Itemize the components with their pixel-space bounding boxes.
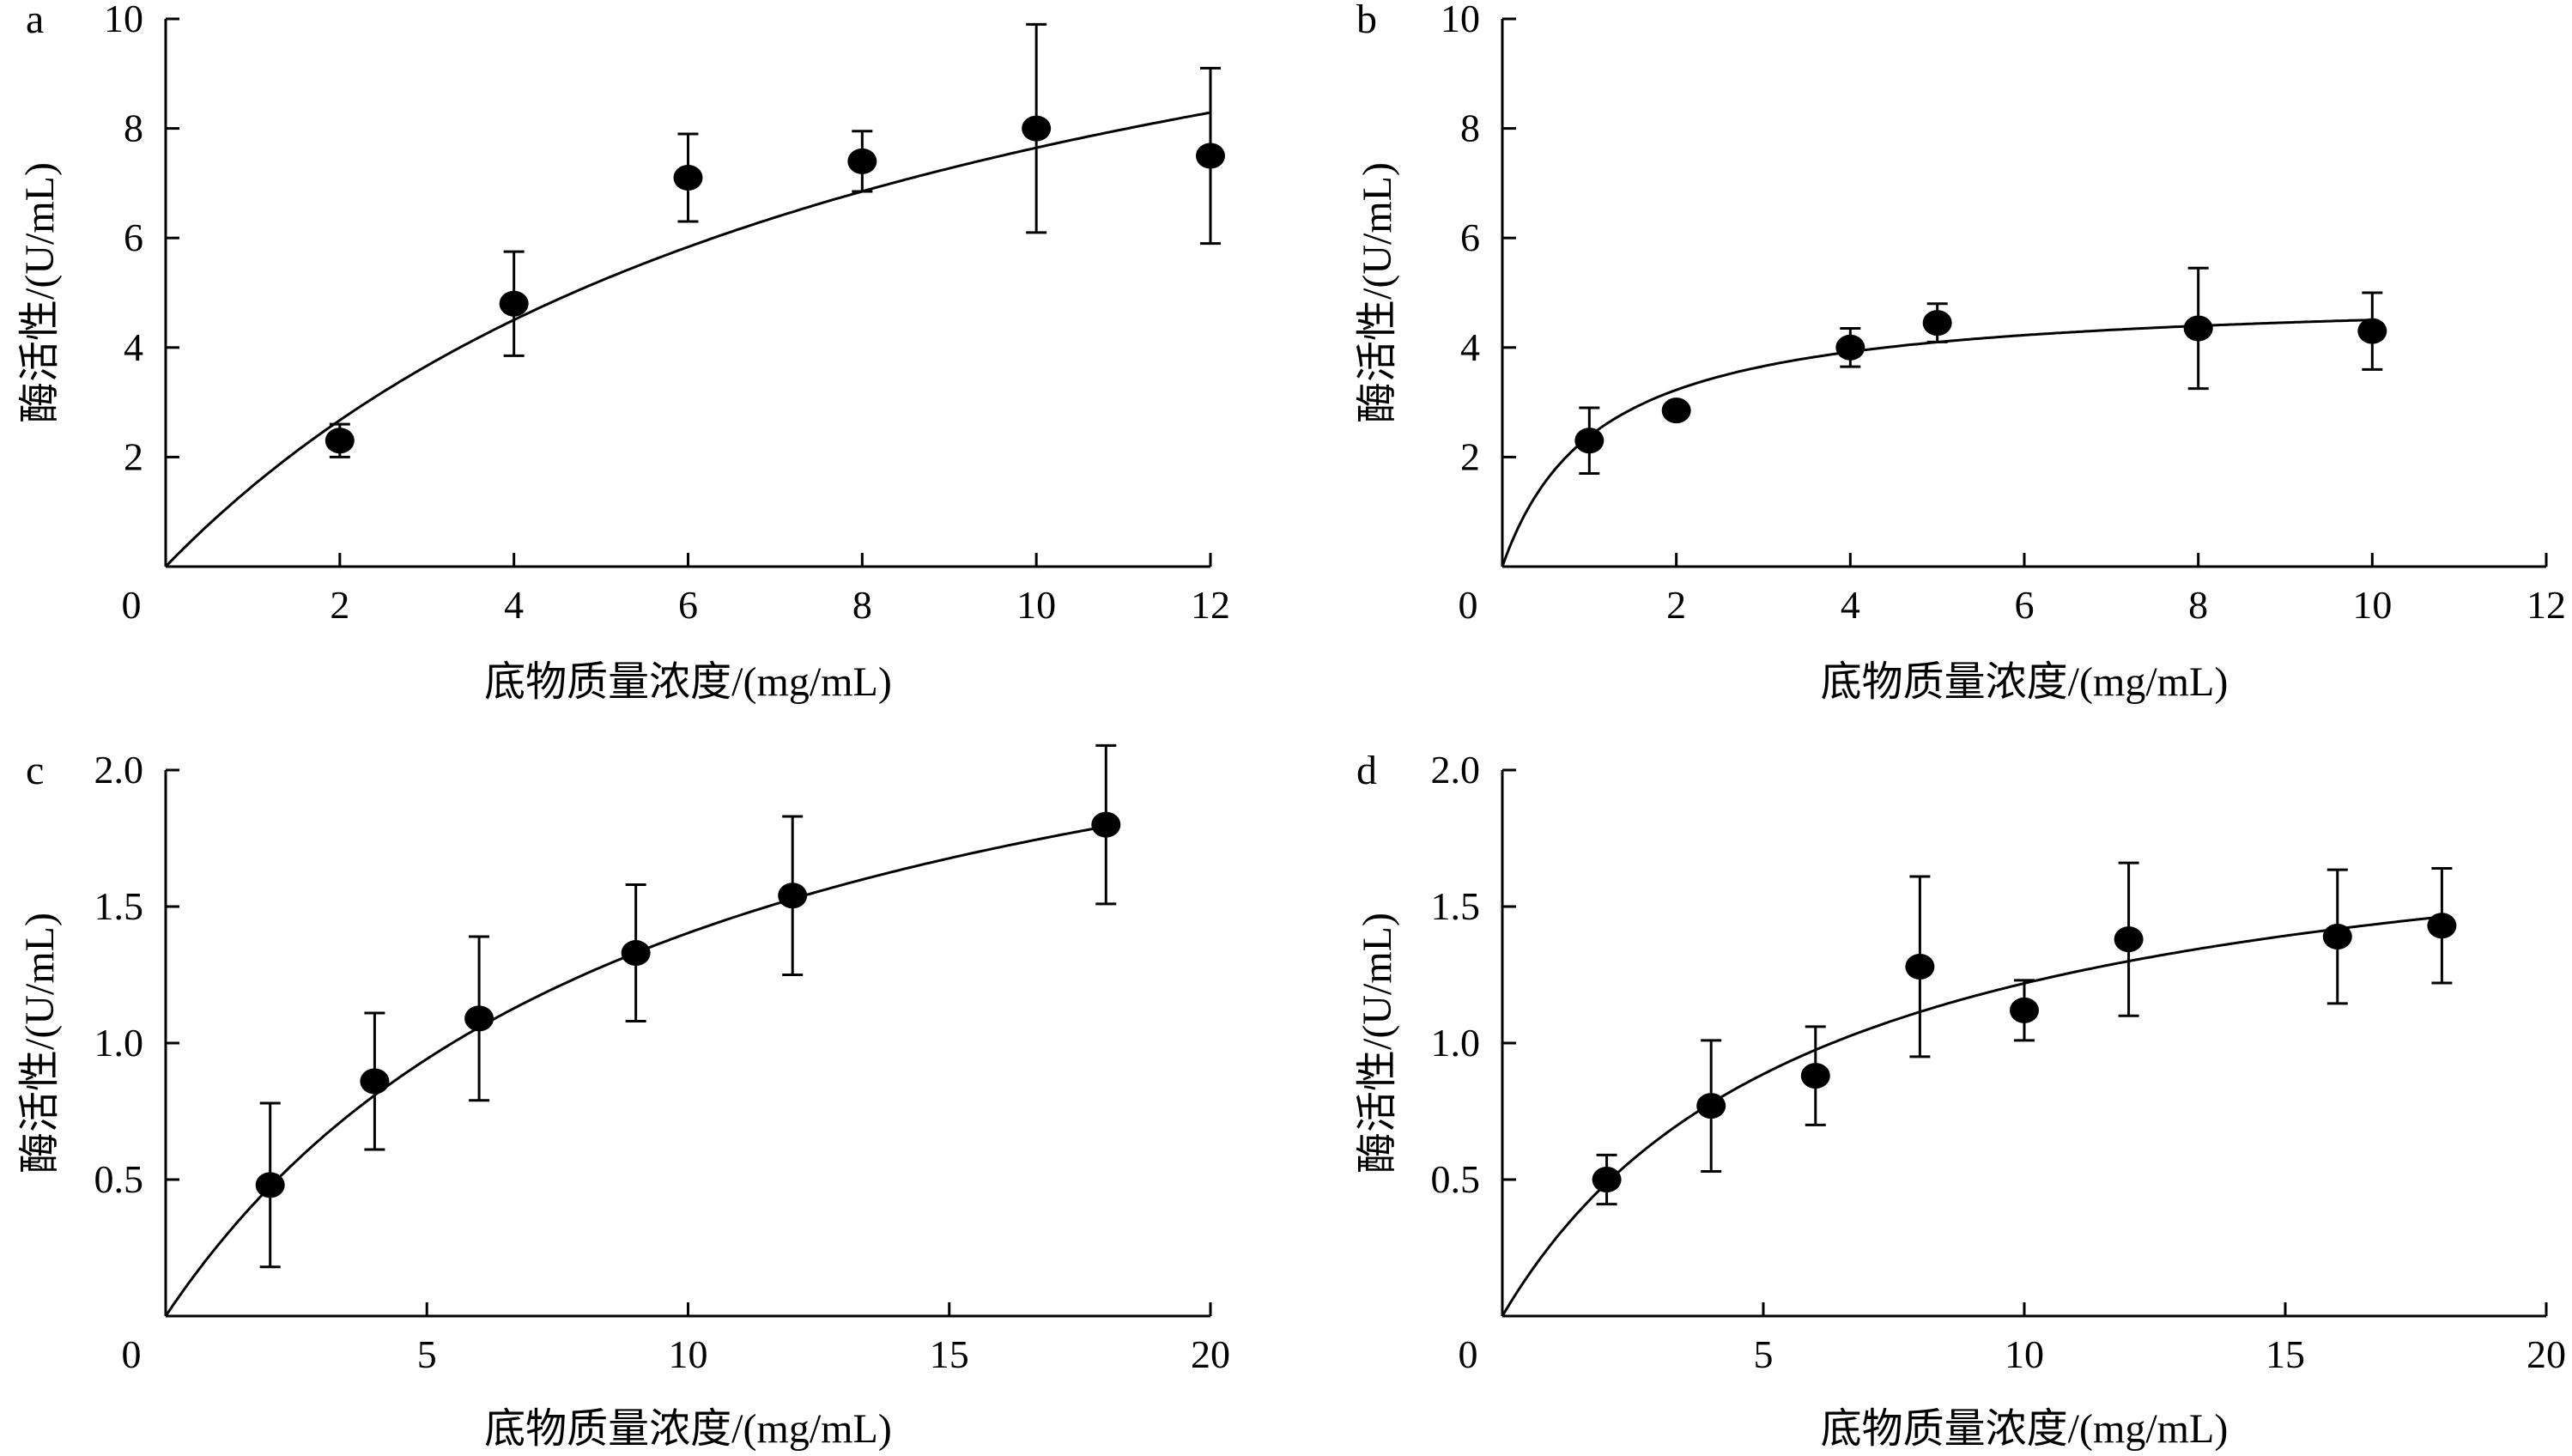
x-tick-label: 15 [930,1332,969,1376]
y-tick-label: 4 [1460,325,1480,369]
panel-letter: d [1356,748,1377,793]
data-point [847,148,877,174]
x-tick-label: 4 [1841,583,1860,627]
x-tick-label: 10 [1016,583,1056,627]
y-tick-label: 1.0 [94,1021,144,1065]
panel-letter: c [26,748,44,793]
panel-letter: a [26,0,44,42]
y-tick-label: 2 [124,434,143,478]
x-tick-label: 6 [2015,583,2035,627]
data-point [1922,310,1952,337]
y-tick-label: 2.0 [94,748,144,792]
y-tick-label: 0.5 [1431,1157,1481,1201]
data-point [2183,315,2213,342]
x-tick-label: 8 [852,583,872,627]
x-tick-label: 12 [2527,583,2566,627]
y-tick-label: 2 [1460,434,1480,478]
data-point [673,165,703,191]
x-tick-label: 0 [122,583,142,627]
data-point [1800,1063,1830,1089]
y-axis-title: 酶活性/(U/mL) [17,913,63,1174]
y-tick-label: 10 [1441,0,1480,40]
x-tick-label: 0 [1459,1332,1478,1376]
chart-panel-a: 0 2 4 6 8 10 12 2 4 6 8 10 a 底物质量浓度/(mg/mL) 酶活性/(U/mL) [17,0,1230,705]
y-axis-title: 酶活性/(U/mL) [1355,162,1400,423]
y-tick-label: 6 [124,215,143,259]
data-point [2114,926,2144,953]
data-point [621,940,651,967]
y-tick-label: 2.0 [1431,748,1481,792]
x-tick-label: 0 [1459,583,1478,627]
y-tick-label: 4 [124,325,143,369]
x-tick-label: 10 [669,1332,708,1376]
fit-curve [1501,915,2442,1317]
data-point [2010,997,2039,1023]
fit-curve [1501,318,2373,567]
x-tick-label: 2 [330,583,349,627]
x-axis-title: 底物质量浓度/(mg/mL) [484,1406,892,1452]
x-tick-label: 15 [2266,1332,2305,1376]
chart-panel-d: 0 5 10 15 20 0.5 1.0 1.5 2.0 d 底物质量浓度/(mg/mL) 酶活性/(… [1355,748,2566,1452]
y-tick-label: 1.0 [1431,1021,1481,1065]
y-tick-label: 0.5 [94,1157,144,1201]
x-axis-title: 底物质量浓度/(mg/mL) [484,659,892,705]
data-point [1696,1093,1726,1119]
x-tick-label: 10 [2005,1332,2044,1376]
x-tick-label: 20 [1191,1332,1230,1376]
y-axis-title: 酶活性/(U/mL) [1355,913,1400,1174]
chart-panel-c: 0 5 10 15 20 0.5 1.0 1.5 2.0 c 底物质量浓度/(mg/mL) 酶活性/(… [17,743,1230,1452]
data-point [1022,115,1052,142]
y-tick-label: 10 [104,0,143,40]
x-axis-title: 底物质量浓度/(mg/mL) [1821,659,2229,705]
chart-panel-b: 0 2 4 6 8 10 12 2 4 6 8 10 b 底物质量浓度/(mg/mL) 酶活性/(U/mL) [1355,0,2566,705]
data-point [255,1172,285,1198]
data-point [464,1005,494,1032]
y-tick-label: 6 [1460,215,1480,259]
x-axis-title: 底物质量浓度/(mg/mL) [1821,1406,2229,1452]
x-tick-label: 6 [678,583,698,627]
x-tick-label: 5 [1754,1332,1774,1376]
data-point [1574,428,1604,454]
x-tick-label: 0 [122,1332,142,1376]
data-point [1091,811,1121,838]
x-tick-label: 8 [2188,583,2208,627]
data-point [325,428,355,454]
y-tick-label: 1.5 [1431,884,1481,928]
x-tick-label: 2 [1666,583,1686,627]
data-point [1835,334,1865,361]
data-point [778,883,808,909]
data-point [499,290,529,317]
data-point [360,1068,390,1095]
data-point [2427,913,2457,939]
data-point [1905,953,1935,980]
data-point [2357,318,2387,344]
x-tick-label: 4 [504,583,524,627]
y-tick-label: 8 [1460,106,1480,150]
y-tick-label: 8 [124,106,143,150]
x-tick-label: 5 [417,1332,437,1376]
data-point [1661,397,1691,424]
x-tick-label: 20 [2527,1332,2566,1376]
data-point [1196,143,1225,169]
data-point [1592,1167,1622,1192]
y-axis-title: 酶活性/(U/mL) [17,162,63,423]
x-tick-label: 10 [2352,583,2392,627]
data-point [2322,923,2352,949]
y-tick-label: 1.5 [94,884,144,928]
panel-letter: b [1356,0,1377,42]
x-tick-label: 12 [1191,583,1230,627]
